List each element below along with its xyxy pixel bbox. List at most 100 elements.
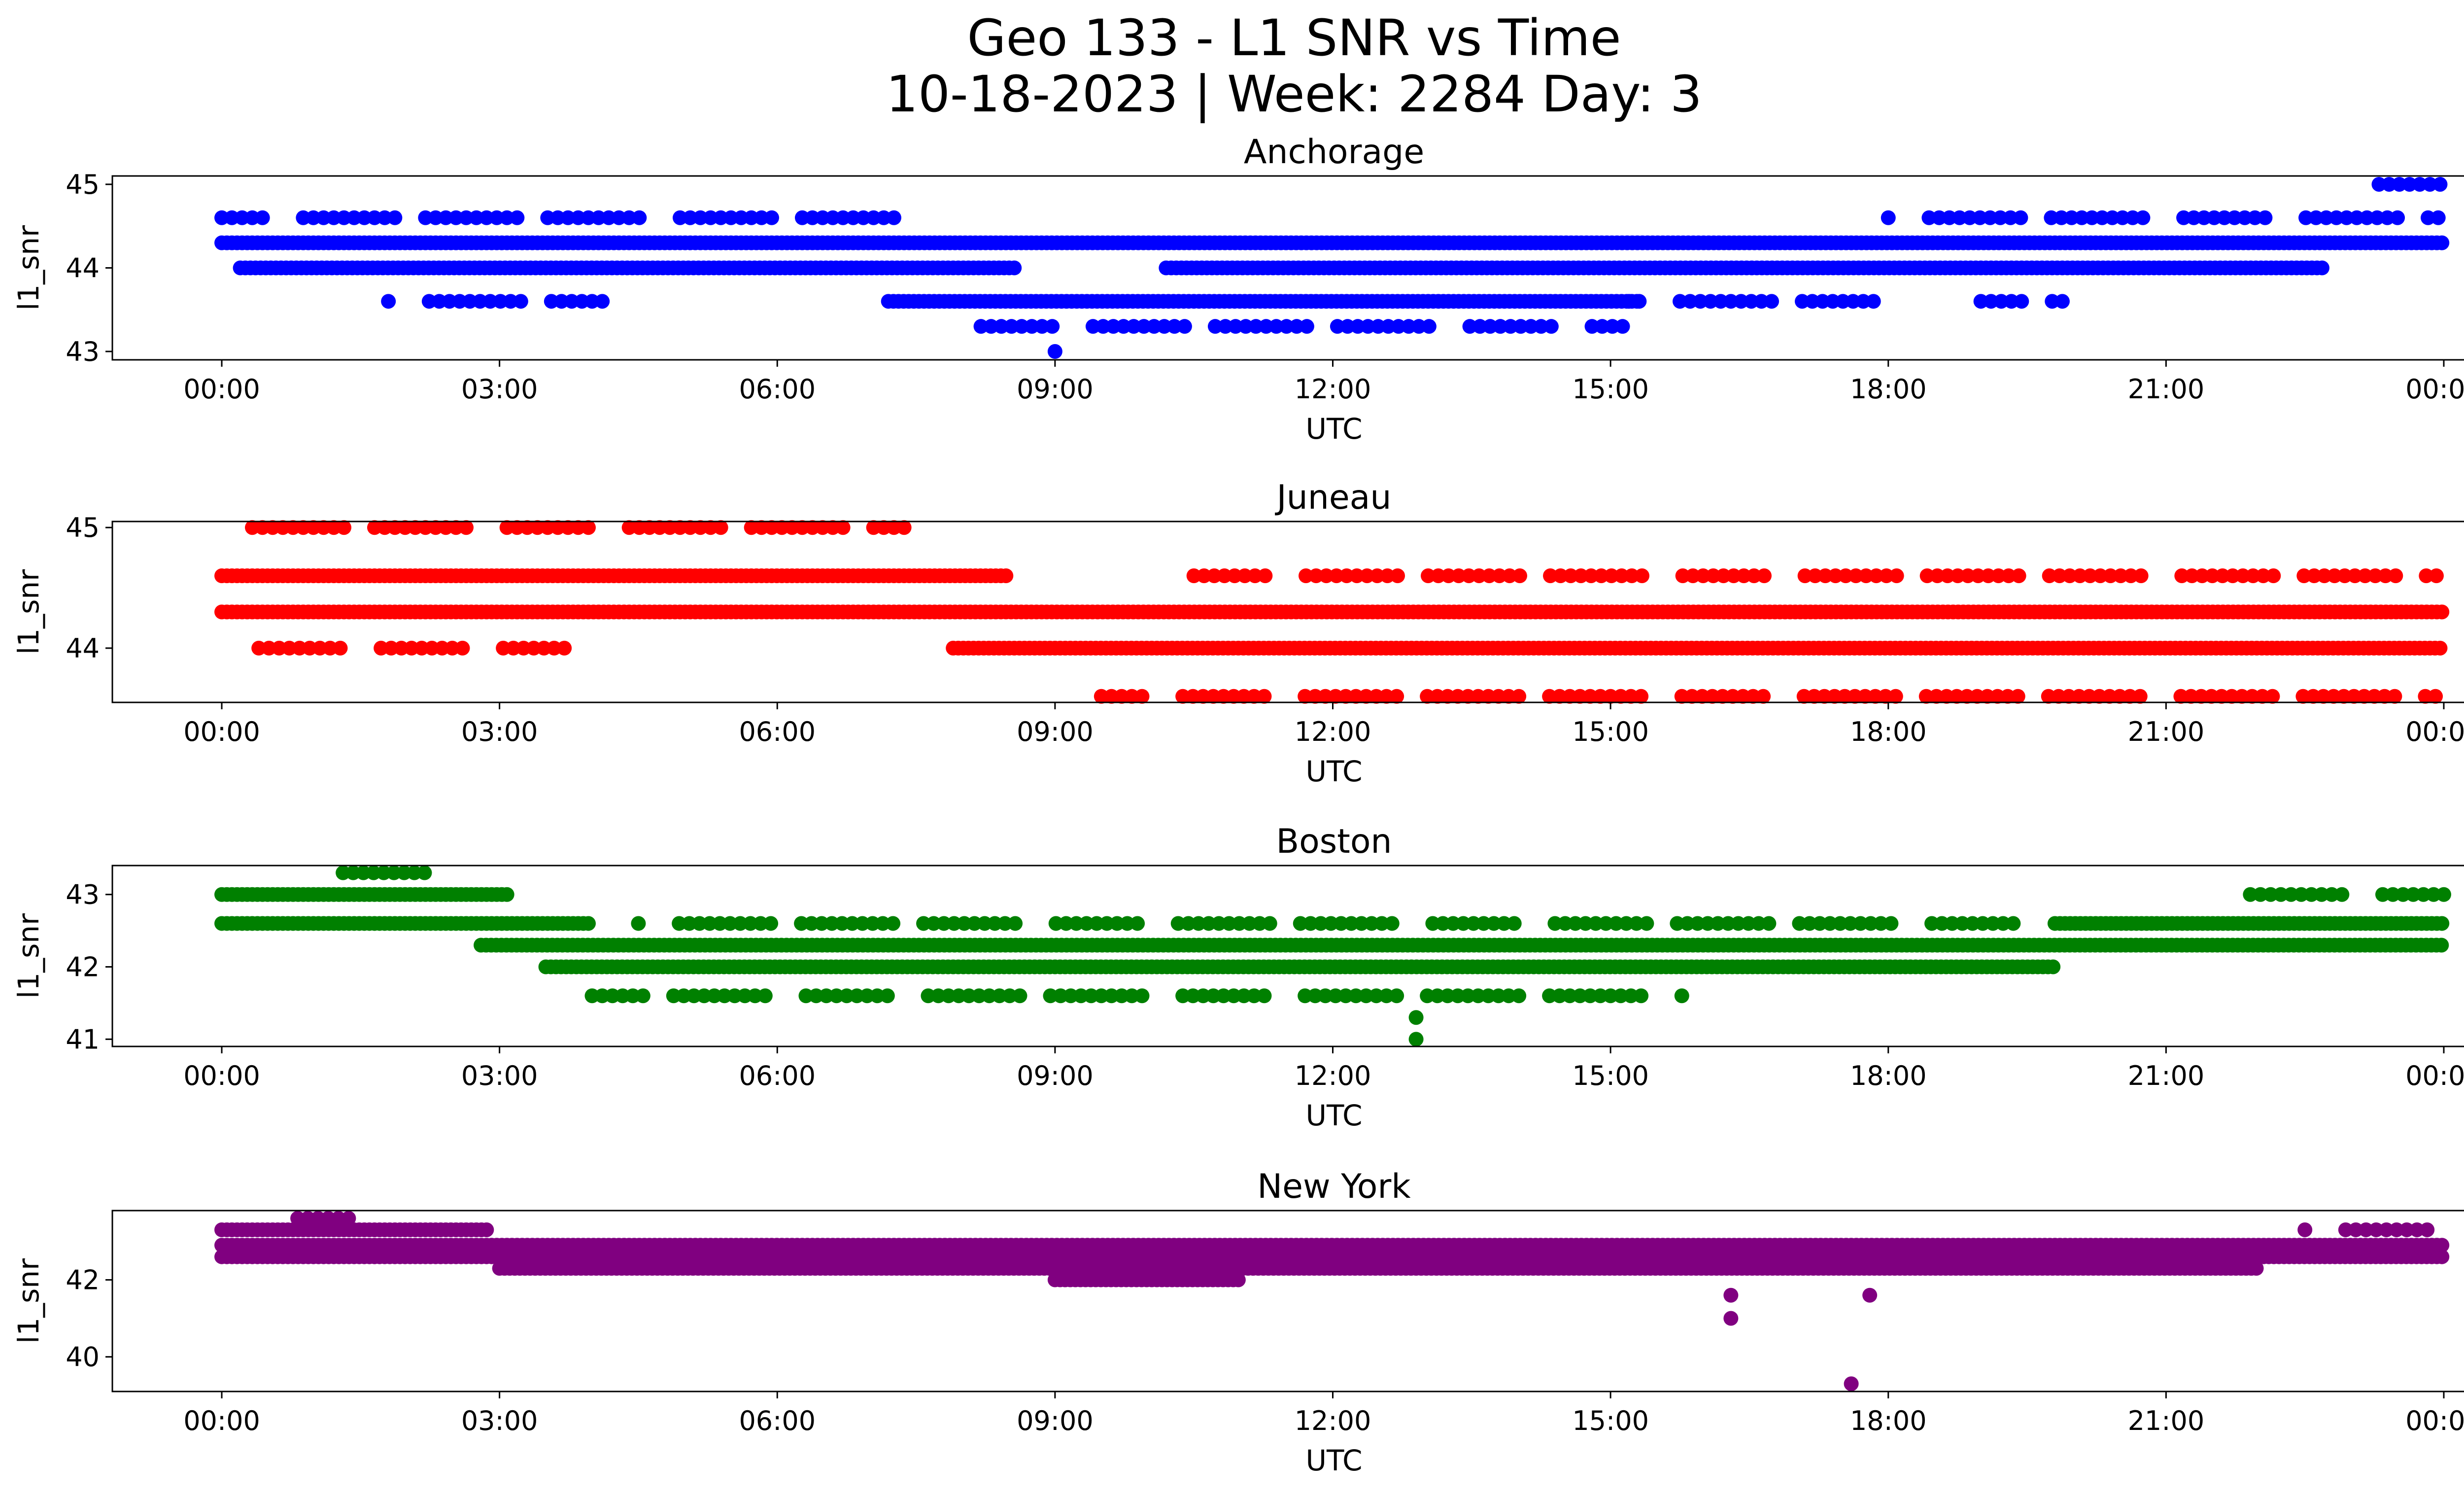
- data-point: [1993, 294, 2009, 309]
- data-point: [591, 210, 606, 225]
- data-point: [1594, 568, 1609, 584]
- axes-frame: [111, 865, 2464, 1047]
- x-tick-label: 15:00: [1572, 374, 1649, 405]
- data-point: [1588, 916, 1604, 931]
- data-point: [417, 865, 432, 880]
- data-point: [1421, 568, 1436, 584]
- data-point: [886, 520, 901, 535]
- data-point: [2263, 887, 2278, 902]
- data-point: [722, 916, 738, 931]
- data-point: [1506, 916, 1522, 931]
- data-point: [2000, 689, 2016, 704]
- data-point: [1808, 568, 1823, 584]
- data-point: [1921, 210, 1937, 225]
- data-point: [1303, 916, 1318, 931]
- y-tick-label: 45: [66, 512, 100, 543]
- data-point: [1523, 319, 1539, 334]
- data-point: [584, 294, 600, 309]
- data-point: [2382, 176, 2397, 192]
- x-axis-label: UTC: [1306, 1444, 1363, 1477]
- data-point: [1228, 319, 1243, 334]
- data-point: [458, 210, 474, 225]
- data-point: [1246, 988, 1262, 1004]
- data-point: [499, 520, 514, 535]
- data-point: [2227, 210, 2242, 225]
- data-point: [1359, 689, 1374, 704]
- data-point: [438, 520, 453, 535]
- data-point: [397, 520, 412, 535]
- data-point: [1491, 988, 1506, 1004]
- data-point: [2406, 887, 2421, 902]
- data-point: [1359, 988, 1374, 1004]
- data-point: [1329, 568, 1344, 584]
- data-point: [947, 916, 962, 931]
- data-point: [1207, 319, 1223, 334]
- data-point: [1104, 689, 1119, 704]
- data-point: [336, 520, 351, 535]
- data-point: [1604, 568, 1619, 584]
- data-point: [1257, 988, 1272, 1004]
- x-tick-label: 00:00: [2405, 1405, 2464, 1436]
- data-point: [1764, 294, 1780, 309]
- data-point: [244, 520, 260, 535]
- data-point: [672, 520, 687, 535]
- data-point: [2349, 210, 2364, 225]
- data-point: [1503, 319, 1518, 334]
- data-point: [584, 988, 600, 1004]
- data-point: [448, 210, 464, 225]
- data-point: [2418, 689, 2433, 704]
- data-point: [846, 210, 861, 225]
- data-point: [1980, 689, 1995, 704]
- data-point: [1543, 319, 1559, 334]
- data-point: [1175, 689, 1191, 704]
- data-point: [1379, 988, 1394, 1004]
- data-point: [1833, 916, 1848, 931]
- data-point: [1099, 916, 1115, 931]
- x-tick-label: 12:00: [1295, 716, 1371, 747]
- scatter-points: [214, 520, 2450, 704]
- data-point: [2434, 916, 2450, 931]
- data-point: [550, 210, 565, 225]
- data-point: [605, 988, 620, 1004]
- data-point: [683, 210, 698, 225]
- data-point: [1175, 988, 1191, 1004]
- data-point: [526, 640, 542, 656]
- data-point: [2346, 689, 2361, 704]
- data-point: [428, 210, 443, 225]
- scatter-points: [214, 1211, 2450, 1391]
- data-point: [345, 865, 361, 880]
- data-point: [1949, 689, 1964, 704]
- data-point: [849, 988, 864, 1004]
- data-point: [381, 294, 396, 309]
- data-point: [2247, 210, 2262, 225]
- data-point: [961, 988, 977, 1004]
- data-point: [987, 916, 1002, 931]
- data-point: [2293, 887, 2309, 902]
- data-point: [1761, 916, 1777, 931]
- data-point: [835, 520, 851, 535]
- data-point: [1634, 988, 1649, 1004]
- data-point: [2207, 210, 2222, 225]
- data-point: [2014, 294, 2029, 309]
- data-point: [672, 210, 687, 225]
- data-point: [581, 916, 596, 931]
- data-point: [357, 210, 372, 225]
- data-point: [1389, 689, 1404, 704]
- data-point: [506, 640, 521, 656]
- data-point: [1450, 689, 1466, 704]
- data-point: [292, 640, 307, 656]
- data-point: [1608, 916, 1624, 931]
- data-point: [1542, 988, 1557, 1004]
- data-point: [2072, 568, 2088, 584]
- data-point: [2434, 604, 2450, 620]
- data-point: [473, 294, 488, 309]
- data-point: [2419, 568, 2434, 584]
- data-point: [733, 210, 749, 225]
- data-point: [595, 988, 610, 1004]
- data-point: [1696, 568, 1711, 584]
- data-point: [1825, 294, 1841, 309]
- data-point: [2010, 689, 2025, 704]
- data-point: [1881, 210, 1896, 225]
- data-point: [829, 988, 844, 1004]
- subplot-title: Boston: [1276, 822, 1392, 861]
